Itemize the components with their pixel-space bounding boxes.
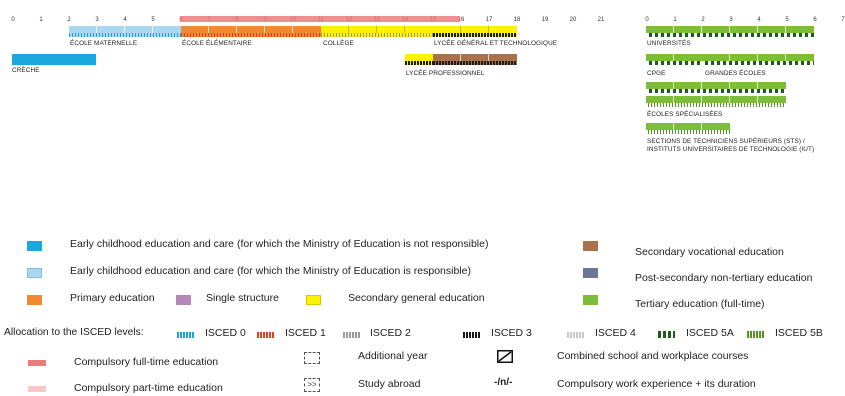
additional-year-icon	[304, 352, 320, 364]
legend-secondary-vocational: Secondary vocational education	[635, 246, 784, 258]
grandes-ecoles-label: GRANDES ÉCOLES	[705, 70, 766, 77]
legend-combined: Combined school and workplace courses	[557, 350, 749, 362]
lycee-professionnel-vocational-part	[433, 54, 517, 65]
legend-isced4: ISCED 4	[595, 327, 636, 339]
swatch-secondary-vocational	[583, 241, 598, 251]
ecoles-specialisees-bar-5a	[646, 82, 786, 93]
sts-label-line2: INSTITUTS UNIVERSITAIRES DE TECHNOLOGIE …	[647, 146, 815, 153]
age-axis-left-tick: 3	[95, 17, 99, 23]
sts-label-line1: SECTIONS DE TECHNICIENS SUPÉRIEURS (STS)…	[647, 138, 805, 145]
creche-bar	[12, 54, 96, 65]
work-experience-icon: -/n/-	[494, 377, 513, 388]
lycee-professionnel-general-part	[405, 54, 433, 65]
legend-compulsory-full: Compulsory full-time education	[74, 356, 219, 368]
age-axis-left-tick: 18	[513, 17, 521, 23]
legend-work-experience: Compulsory work experience + its duratio…	[557, 378, 756, 390]
legend-allocation-label: Allocation to the ISCED levels:	[4, 327, 144, 338]
isced1-icon	[257, 332, 274, 338]
swatch-tertiary	[583, 295, 598, 305]
legend-ecec-not-responsible: Early childhood education and care (for …	[70, 238, 489, 250]
cpge-bar	[646, 54, 702, 65]
swatch-ecec-responsible	[27, 268, 42, 278]
sts-iut-bar	[646, 123, 730, 134]
lycee-general-label: LYCÉE GÉNÉRAL ET TECHNOLOGIQUE	[434, 40, 558, 47]
study-abroad-icon: >>	[304, 378, 320, 392]
swatch-ecec-not-responsible	[27, 241, 42, 251]
age-axis-left-tick: 5	[151, 17, 155, 23]
universites-label: UNIVERSITÉS	[647, 40, 691, 47]
age-axis-right-tick: 1	[673, 17, 677, 23]
swatch-compulsory-full	[28, 360, 46, 366]
legend-post-secondary: Post-secondary non-tertiary education	[635, 272, 813, 284]
age-axis-left-tick: 19	[541, 17, 549, 23]
legend-tertiary: Tertiary education (full-time)	[635, 298, 765, 310]
age-axis-right-tick: 6	[813, 17, 817, 23]
isced0-icon	[177, 332, 194, 338]
swatch-post-secondary	[583, 268, 598, 278]
compulsory-education-band	[180, 16, 460, 22]
age-axis-left-tick: 0	[11, 17, 15, 23]
legend-single-structure: Single structure	[206, 292, 279, 304]
legend-isced0: ISCED 0	[205, 327, 246, 339]
swatch-primary	[27, 295, 42, 305]
legend-isced5a: ISCED 5A	[686, 327, 734, 339]
isced5b-icon	[747, 331, 764, 338]
lycee-professionnel-label: LYCÉE PROFESSIONNEL	[406, 70, 485, 77]
legend-compulsory-part: Compulsory part-time education	[74, 382, 223, 394]
age-axis-left-tick: 17	[485, 17, 493, 23]
ecoles-specialisees-bar-5b	[646, 96, 786, 107]
lycee-general-bar	[433, 26, 517, 37]
college-label: COLLÈGE	[323, 40, 354, 47]
legend-isced2: ISCED 2	[370, 327, 411, 339]
cpge-label: CPGE	[647, 70, 666, 77]
legend-secondary-general: Secondary general education	[348, 292, 485, 304]
grandes-ecoles-bar	[702, 54, 814, 65]
ecole-maternelle-label: ÉCOLE MATERNELLE	[70, 40, 138, 47]
legend-study-abroad: Study abroad	[358, 378, 421, 390]
legend-isced5b: ISCED 5B	[775, 327, 823, 339]
age-axis-right-tick: 7	[841, 17, 845, 23]
age-axis-right-tick: 3	[729, 17, 733, 23]
ecoles-specialisees-label: ÉCOLES SPÉCIALISÉES	[647, 111, 723, 118]
ecole-elementaire-label: ÉCOLE ÉLÉMENTAIRE	[182, 40, 252, 47]
isced4-icon	[567, 332, 584, 338]
isced3-icon	[463, 332, 480, 338]
combined-courses-icon	[497, 350, 513, 363]
age-axis-right-tick: 0	[645, 17, 649, 23]
legend-primary: Primary education	[70, 292, 155, 304]
age-axis-right-tick: 2	[701, 17, 705, 23]
legend-isced3: ISCED 3	[491, 327, 532, 339]
creche-label: CRÈCHE	[12, 67, 40, 74]
swatch-secondary-general	[306, 295, 321, 305]
isced5a-icon	[658, 331, 675, 338]
age-axis-left-tick: 20	[569, 17, 577, 23]
age-axis-left-tick: 2	[67, 17, 71, 23]
swatch-compulsory-part	[28, 386, 46, 392]
age-axis-left-tick: 16	[457, 17, 465, 23]
age-axis-right-tick: 4	[757, 17, 761, 23]
swatch-single-structure	[176, 295, 191, 305]
legend-additional-year: Additional year	[358, 350, 428, 362]
universites-bar	[646, 26, 814, 37]
legend-ecec-responsible: Early childhood education and care (for …	[70, 265, 471, 277]
age-axis-left-tick: 1	[39, 17, 43, 23]
ecole-elementaire-bar	[181, 26, 321, 37]
age-axis-right-tick: 5	[785, 17, 789, 23]
ecole-maternelle-bar	[69, 26, 181, 37]
college-bar	[321, 26, 433, 37]
isced2-icon	[343, 332, 360, 338]
age-axis-left-tick: 4	[123, 17, 127, 23]
age-axis-left-tick: 21	[597, 17, 605, 23]
legend-isced1: ISCED 1	[285, 327, 326, 339]
